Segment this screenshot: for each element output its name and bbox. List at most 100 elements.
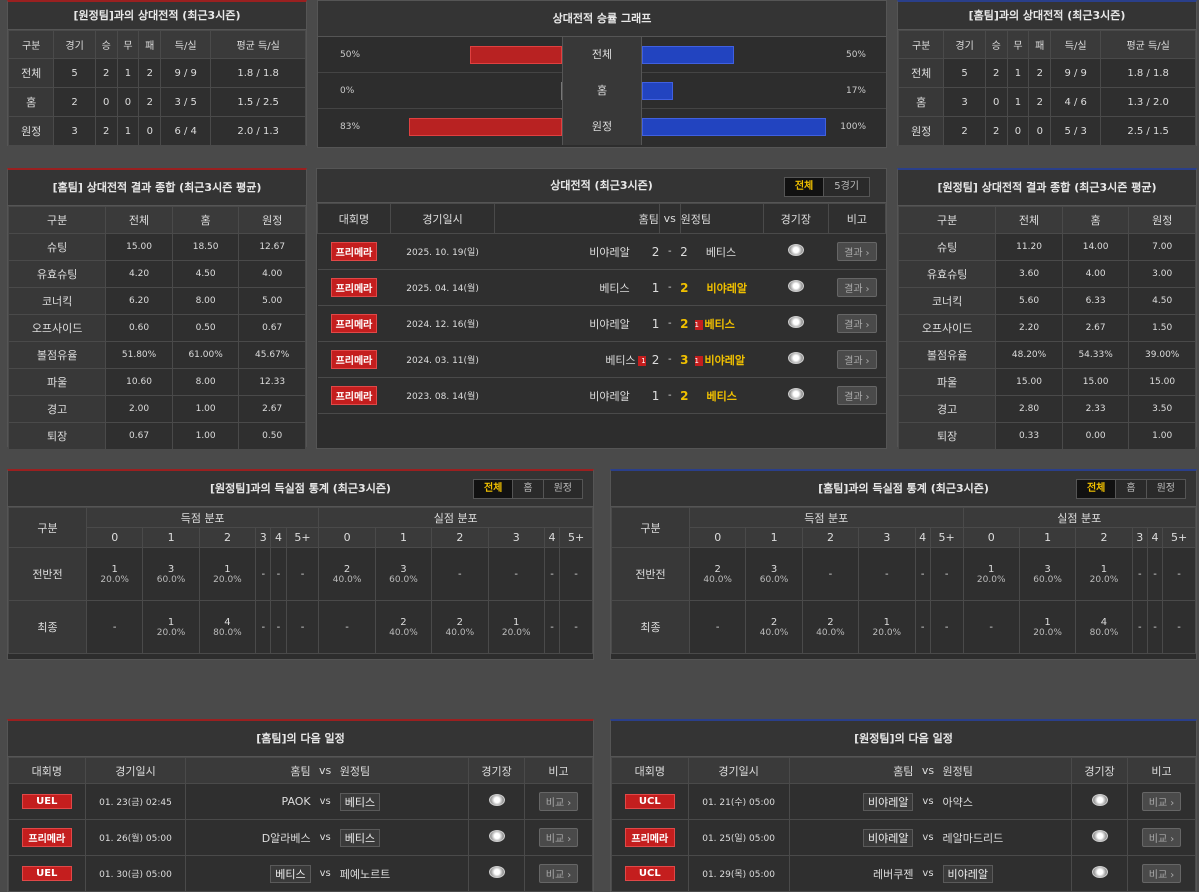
tab-home[interactable]: 홈 [513, 480, 544, 498]
tab-home[interactable]: 홈 [1116, 480, 1147, 498]
cell: 15.00 [995, 368, 1063, 396]
stats-cell: 2 40.0% [801, 600, 860, 654]
match-date: 2025. 10. 19(일) [390, 233, 495, 270]
stats-cell: - [255, 600, 272, 654]
match-row: 프리메라 2024. 03. 11(월) 베티스 1 2-3 1 비야레알 결과 › [317, 341, 886, 378]
goals-column-header: 0 [962, 527, 1020, 548]
tab-away[interactable]: 원정 [553, 483, 572, 494]
schedule-table: 대회명 경기일시 홈팀 vs 원정팀 경기장 비고 UCL 01. 21(수) 05:00 비야레… [611, 757, 1197, 892]
goals-column-header: 2 [198, 527, 257, 548]
tab-all[interactable]: 전체 [473, 480, 514, 498]
match-date: 2023. 08. 14(월) [390, 377, 495, 414]
goals-column-header: 4 [543, 527, 561, 548]
header-row: 0 1 2 3 4 5+ 0 1 2 3 4 5+ [612, 527, 1196, 548]
home-cell: 비야레알 [788, 783, 914, 820]
tab-away[interactable]: 원정 [1156, 483, 1175, 494]
row-label: 퇴장 [897, 422, 997, 450]
cell: 15.00 [1128, 368, 1196, 396]
stats-cell: - [255, 547, 272, 601]
stats-cell: 2 40.0% [688, 547, 747, 601]
cell: 6.33 [1061, 287, 1130, 315]
cell: 4.50 [171, 260, 240, 288]
result-button[interactable]: 결과 › [837, 314, 877, 333]
away-summary-panel: [원정팀] 상대전적 결과 종합 (최근3시즌 평균) 구분 전체 홈 원정 슈팅 11.… [897, 168, 1197, 450]
panel-title: [원정팀]과의 득실점 통계 (최근3시즌) [210, 482, 391, 495]
competition-badge: 프리메라 [330, 278, 378, 297]
stats-cell: 3 60.0% [1018, 547, 1077, 601]
match-date: 01. 26(월) 05:00 [84, 819, 187, 856]
goals-column-header: 5+ [929, 527, 964, 548]
row-label: 슈팅 [7, 233, 107, 261]
stats-cell: - [929, 600, 964, 654]
cell: 9 / 9 [160, 58, 212, 88]
column-header: 비고 [523, 757, 594, 784]
row-label: 홈 [897, 87, 945, 117]
away-team: 베티스 [704, 317, 735, 331]
row-label: 원정 [897, 116, 945, 146]
tab-5games[interactable]: 5경기 [834, 181, 859, 192]
chevron-right-icon: › [1170, 870, 1175, 881]
match-row: 프리메라 2025. 10. 19(일) 비야레알 2-2 베티스 결과 › [317, 233, 886, 270]
stats-cell: - [285, 547, 320, 601]
compare-button[interactable]: 비교 › [1141, 792, 1182, 811]
chevron-right-icon: › [865, 320, 870, 331]
tab-all[interactable]: 전체 [784, 178, 825, 196]
compare-button[interactable]: 비교 › [1141, 828, 1182, 847]
stats-row: 전반전 1 20.0% 3 60.0% 1 20.0% - - -2 40.0% 3 60.0% - - - - [8, 547, 593, 601]
compare-button-label: 비교 [1148, 798, 1168, 809]
cell: 1 [1006, 58, 1030, 88]
cell: 1.3 / 2.0 [1100, 87, 1196, 117]
home-winrate-bar [470, 45, 562, 64]
stats-cell: - [858, 547, 916, 601]
stats-cell: 1 20.0% [962, 547, 1020, 601]
stats-cell: - [914, 547, 931, 601]
table-row: 코너킥 6.20 8.00 5.00 [7, 287, 306, 315]
count-value: 2 [456, 616, 464, 628]
schedule-row: 프리메라 01. 26(월) 05:00 D알라베스 vs 베티스 비교 › [8, 819, 594, 856]
venue-cell [763, 269, 829, 306]
compare-button[interactable]: 비교 › [538, 864, 579, 883]
result-button[interactable]: 결과 › [837, 278, 877, 297]
stadium-icon [787, 388, 804, 400]
compare-button[interactable]: 비교 › [1141, 864, 1182, 883]
goal-stats-table: 구분 득점 분포 실점 분포 0 1 2 3 4 5+ 0 1 2 3 4 5+ 전반전 2 40.0% 3 60.0… [611, 507, 1197, 654]
column-header: 대회명 [611, 757, 689, 784]
stats-cell: - [962, 600, 1020, 654]
cell: 1.8 / 1.8 [1100, 58, 1196, 88]
tab-all[interactable]: 전체 [1076, 480, 1117, 498]
compare-button[interactable]: 비교 › [538, 792, 579, 811]
competition-badge: UCL [624, 794, 675, 809]
competition-badge: UEL [21, 866, 72, 881]
column-header: 원정 [238, 206, 306, 234]
away-cell: 2 베티스 [680, 377, 764, 414]
h2h-matches-table: 대회명 경기일시 홈팀 vs 원정팀 경기장 비고 프리메라 2025. 10. 19(일) 비야… [317, 203, 887, 414]
away-winrate-bar [642, 118, 826, 136]
percent-value: 60.0% [389, 574, 418, 585]
red-card-icon: 1 [637, 355, 646, 366]
home-h2h-panel: [홈팀]과의 상대전적 (최근3시즌) 구분 경기 승 무 패 득/실 평균 득/실 전체 5 2… [897, 0, 1197, 146]
column-header: 경기일시 [687, 757, 790, 784]
cell: 10.60 [105, 368, 173, 396]
cell: 2 [138, 87, 162, 117]
column-header: 승 [94, 30, 118, 59]
away-winrate-value: 50% [845, 49, 866, 60]
stadium-icon [787, 280, 804, 292]
cell: 4.50 [1128, 287, 1196, 315]
vs-label: vs [913, 783, 943, 820]
home-team: D알라베스 [261, 831, 311, 845]
competition-cell: 프리메라 [611, 819, 689, 856]
compare-button-label: 비교 [545, 834, 565, 845]
note-cell: 결과 › [828, 305, 886, 342]
match-date: 2024. 03. 11(월) [390, 341, 495, 378]
result-button[interactable]: 결과 › [837, 242, 877, 261]
count-value: 4 [224, 616, 231, 628]
home-cell: 비야레알 2 [494, 233, 660, 270]
count-value: 1 [1044, 616, 1051, 628]
compare-button[interactable]: 비교 › [538, 828, 579, 847]
stats-cell: - [487, 547, 545, 601]
result-button[interactable]: 결과 › [837, 350, 877, 369]
competition-cell: 프리메라 [317, 377, 391, 414]
result-button[interactable]: 결과 › [837, 386, 877, 405]
away-team: 비야레알 [942, 864, 993, 883]
count-value: - [1137, 568, 1142, 580]
